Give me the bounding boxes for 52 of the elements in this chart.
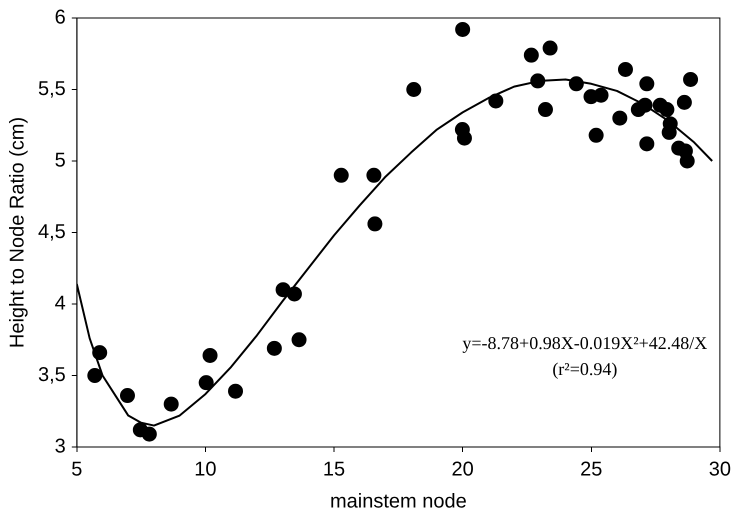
x-axis-title: mainstem node [330, 490, 467, 513]
point [659, 102, 674, 118]
point [266, 340, 282, 356]
y-tick-label: 3,5 [38, 364, 66, 386]
y-tick-label: 4,5 [38, 221, 66, 244]
y-axis-title: Height to Node Ratio (cm) [6, 116, 29, 348]
y-tick-label: 5,5 [38, 78, 66, 100]
point [630, 102, 646, 118]
point [292, 332, 307, 348]
x-tick-label: 20 [452, 458, 474, 481]
point [618, 62, 633, 77]
point [455, 22, 470, 37]
point [286, 286, 302, 302]
x-tick-label: 30 [708, 458, 731, 481]
point [524, 48, 539, 63]
point [488, 93, 504, 108]
x-tick-label: 15 [322, 458, 346, 481]
point [530, 73, 546, 88]
point [142, 426, 157, 442]
point [120, 388, 135, 404]
y-tick-label: 6 [54, 6, 66, 29]
point [228, 384, 244, 399]
point [456, 130, 472, 146]
point [538, 102, 553, 118]
point [92, 345, 108, 360]
point [588, 128, 604, 143]
y-tick-label: 5 [54, 150, 66, 172]
x-tick-label: 10 [194, 458, 217, 481]
x-tick-label: 25 [580, 458, 602, 481]
x-tick-label: 5 [71, 458, 82, 481]
annotation: (r²=0.94) [552, 358, 618, 379]
annotation: y=-8.78+0.98X-0.019X²+42.48/X [462, 332, 708, 353]
point [680, 154, 695, 168]
point [568, 76, 584, 92]
point [676, 94, 692, 110]
point [202, 348, 218, 363]
point [612, 110, 628, 126]
y-tick-label: 4 [54, 292, 66, 315]
point [683, 72, 698, 87]
point [542, 40, 558, 56]
point [639, 136, 654, 152]
point [406, 82, 422, 97]
y-tick-label: 3 [54, 436, 66, 458]
point [367, 216, 382, 232]
point [594, 88, 609, 103]
point [639, 76, 654, 92]
point [366, 168, 382, 183]
point [164, 396, 179, 412]
point [334, 168, 349, 183]
point [276, 282, 291, 298]
point [198, 375, 214, 390]
point [87, 368, 102, 383]
